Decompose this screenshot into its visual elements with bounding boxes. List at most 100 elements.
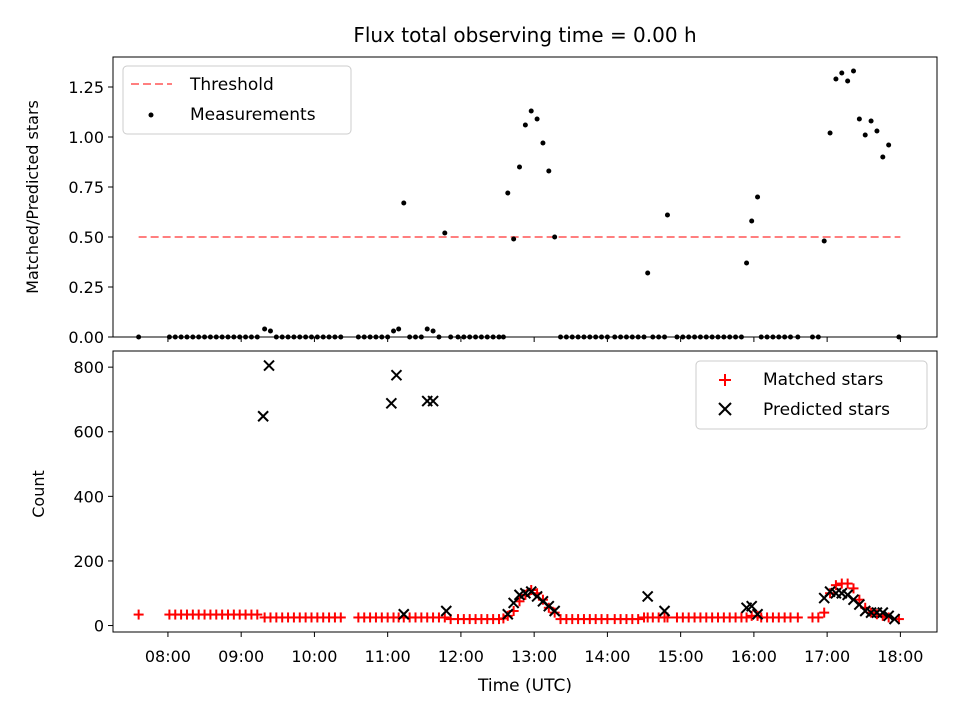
top-y-ticks: 0.00 0.25 0.50 0.75 1.00 1.25 <box>68 78 113 347</box>
matched-star-point <box>825 588 836 599</box>
measurement-point <box>856 116 862 122</box>
matched-star-point <box>633 614 644 625</box>
matched-star-point <box>439 612 450 623</box>
predicted-stars-legend-swatch <box>718 402 732 416</box>
x-tick-label: 14:00 <box>584 647 630 666</box>
predicted-star-point <box>882 610 895 622</box>
bottom-legend: Matched stars Predicted stars <box>695 360 928 430</box>
top-y-axis-label: Matched/Predicted stars <box>23 100 42 294</box>
top-legend-box <box>122 65 352 135</box>
bottom-x-ticks: 08:00 09:00 10:00 11:00 12:00 13:00 14:00 15:00… <box>145 632 923 666</box>
matched-star-point <box>848 583 859 594</box>
measurement-point <box>546 168 552 174</box>
x-tick-label: 17:00 <box>804 647 850 666</box>
measurement-point <box>839 70 845 76</box>
predicted-star-point <box>398 608 410 620</box>
matched-star-point <box>133 609 144 620</box>
top-y-tick-label: 0.75 <box>68 178 104 197</box>
measurement-point <box>391 328 397 334</box>
predicted-star-point <box>641 590 654 603</box>
top-axes-frame <box>112 56 938 338</box>
matched-star-point <box>335 612 346 623</box>
predicted-star-point <box>257 410 269 422</box>
threshold-legend-label: Threshold <box>189 75 274 95</box>
measurement-point <box>534 116 540 122</box>
bottom-y-tick-label: 600 <box>73 423 104 442</box>
measurement-point <box>821 238 827 244</box>
x-tick-label: 11:00 <box>365 647 411 666</box>
predicted-star-point <box>751 608 764 620</box>
matched-star-point <box>842 578 853 589</box>
predicted-star-point <box>502 608 514 620</box>
top-x-ticks <box>167 337 901 342</box>
matched-stars-legend-swatch <box>719 374 731 386</box>
x-tick-label: 13:00 <box>511 647 557 666</box>
top-legend: Threshold Measurements <box>122 65 352 135</box>
bottom-axes-frame <box>112 350 938 633</box>
measurement-point <box>645 270 651 276</box>
bottom-y-axis-label: Count <box>29 470 48 518</box>
matched-star-point <box>549 607 560 618</box>
matched-stars-legend-label: Matched stars <box>763 370 883 390</box>
x-axis-label: Time (UTC) <box>477 676 572 696</box>
x-tick-label: 10:00 <box>291 647 337 666</box>
predicted-star-point <box>390 369 403 381</box>
top-y-tick-label: 0.25 <box>68 278 104 297</box>
bottom-y-tick-label: 0 <box>94 617 104 636</box>
measurement-point <box>505 190 511 196</box>
predicted-star-point <box>888 613 901 625</box>
predicted-star-point <box>385 397 398 410</box>
measurement-point <box>262 326 268 332</box>
x-tick-label: 08:00 <box>145 647 191 666</box>
measurement-point <box>874 128 880 134</box>
x-tick-label: 16:00 <box>731 647 777 666</box>
top-axes: 0.00 0.25 0.50 0.75 1.00 1.25 Matched/Predict… <box>23 56 938 347</box>
matched-star-point <box>854 594 865 605</box>
bottom-y-tick-label: 800 <box>73 358 104 377</box>
x-tick-label: 18:00 <box>877 647 923 666</box>
predicted-star-point <box>440 605 452 617</box>
bottom-plot-marks <box>133 359 904 625</box>
bottom-legend-box <box>695 360 928 430</box>
measurement-point <box>845 78 851 84</box>
measurement-point <box>833 76 839 82</box>
x-tick-label: 15:00 <box>658 647 704 666</box>
predicted-star-point <box>658 605 671 617</box>
measurement-point <box>522 122 528 128</box>
measurement-point <box>886 142 892 148</box>
matched-star-point <box>502 610 513 621</box>
measurement-point <box>744 260 750 266</box>
measurement-point <box>868 118 874 124</box>
measurement-point <box>540 140 546 146</box>
measurement-point <box>880 154 886 160</box>
x-tick-label: 12:00 <box>438 647 484 666</box>
matched-star-point <box>819 607 830 618</box>
predicted-star-point <box>877 606 889 619</box>
predicted-star-point <box>548 605 561 617</box>
measurement-point <box>851 68 857 74</box>
matched-star-point <box>813 612 824 623</box>
predicted-star-point <box>427 395 439 407</box>
measurement-point <box>517 164 523 170</box>
measurements-legend-swatch <box>148 112 154 118</box>
top-y-tick-label: 1.25 <box>68 78 104 97</box>
bottom-y-ticks: 0 200 400 600 800 <box>73 358 113 636</box>
predicted-star-point <box>263 359 275 372</box>
x-tick-label: 09:00 <box>218 647 264 666</box>
matched-star-point <box>792 612 803 623</box>
bottom-y-tick-label: 400 <box>73 487 104 506</box>
measurement-point <box>552 234 558 240</box>
measurement-point <box>827 130 833 136</box>
measurement-point <box>442 230 448 236</box>
measurement-point <box>528 108 534 114</box>
measurement-point <box>396 326 402 332</box>
top-y-tick-label: 0.50 <box>68 228 104 247</box>
matched-star-point <box>830 580 841 591</box>
measurement-point <box>755 194 761 200</box>
measurements-legend-label: Measurements <box>190 105 316 125</box>
top-y-tick-label: 0.00 <box>68 328 104 347</box>
predicted-star-point <box>745 600 758 612</box>
measurement-point <box>511 236 517 242</box>
measurement-point <box>430 328 436 334</box>
